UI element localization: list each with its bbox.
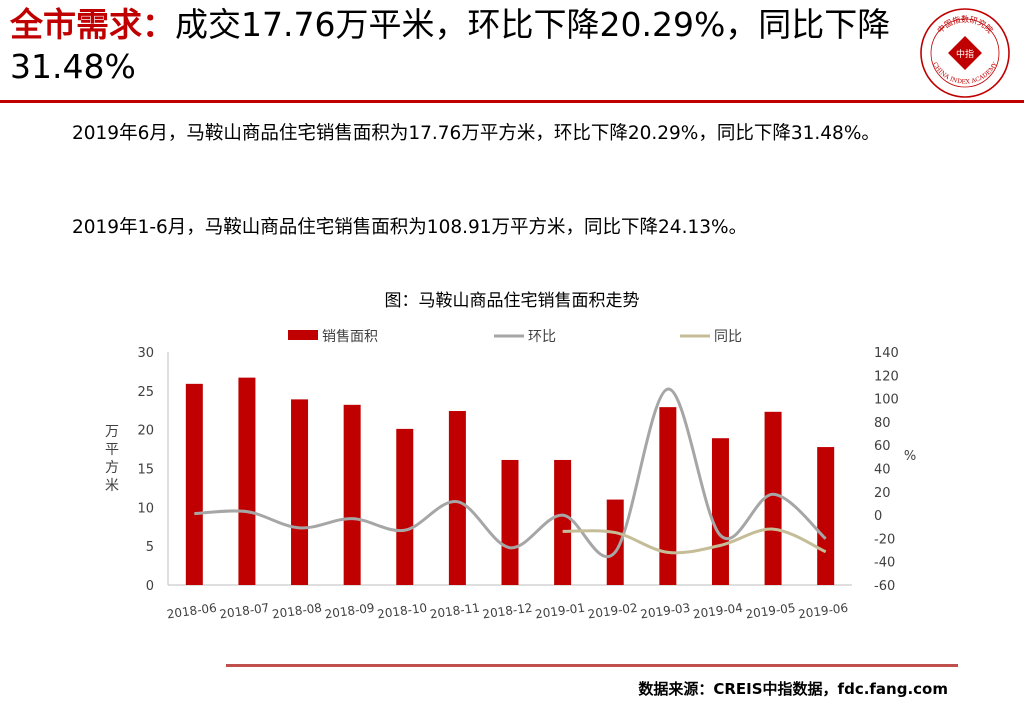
data-source: 数据来源：CREIS中指数据，fdc.fang.com	[638, 678, 948, 699]
logo-text-top: 中国指数研究院	[935, 14, 995, 35]
y2-tick-label: 20	[874, 486, 891, 501]
legend-label: 同比	[714, 329, 742, 345]
y2-tick-label: 80	[874, 416, 891, 431]
title-divider	[0, 100, 1024, 103]
footer-divider	[226, 664, 958, 667]
bar-sales-area	[186, 384, 203, 585]
x-tick-label: 2019-04	[692, 601, 744, 622]
y2-tick-label: -20	[874, 532, 895, 547]
y2-tick-label: 120	[874, 369, 899, 384]
y-tick-label: 0	[146, 579, 154, 594]
x-tick-label: 2018-12	[482, 601, 534, 622]
y2-tick-label: 40	[874, 463, 891, 478]
bar-sales-area	[396, 429, 413, 585]
y-axis-label-char: 米	[105, 478, 119, 494]
x-tick-label: 2019-02	[587, 601, 639, 622]
paragraph-half-year: 2019年1-6月，马鞍山商品住宅销售面积为108.91万平方米，同比下降24.…	[34, 210, 1004, 246]
bar-sales-area	[238, 378, 255, 585]
y-tick-label: 15	[137, 463, 154, 478]
y-tick-label: 25	[137, 385, 154, 400]
x-tick-label: 2018-11	[429, 601, 481, 622]
y-axis-label-char: 万	[105, 424, 119, 440]
line-yoy	[563, 529, 826, 553]
x-tick-label: 2019-03	[639, 601, 691, 622]
y-tick-label: 10	[137, 501, 154, 516]
y2-tick-label: -60	[874, 579, 895, 594]
x-tick-label: 2019-06	[797, 601, 849, 622]
x-tick-label: 2018-07	[219, 601, 271, 622]
page-title: 全市需求：成交17.76万平米，环比下降20.29%，同比下降31.48%	[10, 4, 910, 88]
y2-tick-label: -40	[874, 556, 895, 571]
y-axis-label-char: 平	[105, 442, 119, 458]
paragraph-monthly: 2019年6月，马鞍山商品住宅销售面积为17.76万平方米，环比下降20.29%…	[34, 116, 1004, 152]
page-title-highlight: 全市需求：	[10, 5, 175, 44]
y2-tick-label: 60	[874, 439, 891, 454]
bar-sales-area	[554, 460, 571, 585]
legend-label: 销售面积	[322, 329, 378, 345]
y-axis-label-char: 方	[105, 460, 119, 476]
x-tick-label: 2018-06	[166, 601, 218, 622]
bar-sales-area	[765, 412, 782, 585]
chart-title: 图：马鞍山商品住宅销售面积走势	[0, 286, 1024, 311]
bar-sales-area	[817, 447, 834, 585]
sales-area-chart: 0 5 10 15 20 25 30 -60 -40 -20 0 20 40 60 80 100 120 140 万…	[0, 320, 1024, 640]
x-tick-label: 2018-08	[271, 601, 323, 622]
x-tick-label: 2018-09	[324, 601, 376, 622]
x-tick-label: 2019-05	[745, 601, 797, 622]
y2-tick-label: 140	[874, 346, 899, 361]
y-tick-label: 5	[146, 540, 154, 555]
bar-sales-area	[502, 460, 519, 585]
bar-sales-area	[712, 438, 729, 585]
logo-text-center: 中指	[956, 48, 974, 60]
y2-axis-label: %	[904, 449, 916, 464]
y-tick-label: 20	[137, 424, 154, 439]
y2-tick-label: 100	[874, 393, 899, 408]
x-tick-label: 2018-10	[376, 601, 428, 622]
x-tick-label: 2019-01	[534, 601, 586, 622]
bar-sales-area	[291, 399, 308, 585]
y-tick-label: 30	[137, 346, 154, 361]
bar-sales-area	[449, 411, 466, 585]
bar-sales-area	[659, 407, 676, 585]
bar-sales-area	[344, 405, 361, 585]
legend-swatch-bar	[288, 330, 318, 340]
china-index-academy-seal-icon: 中国指数研究院 CHINA INDEX ACADEMY 中指	[918, 6, 1012, 100]
legend-label: 环比	[528, 329, 556, 345]
y2-tick-label: 0	[874, 509, 882, 524]
